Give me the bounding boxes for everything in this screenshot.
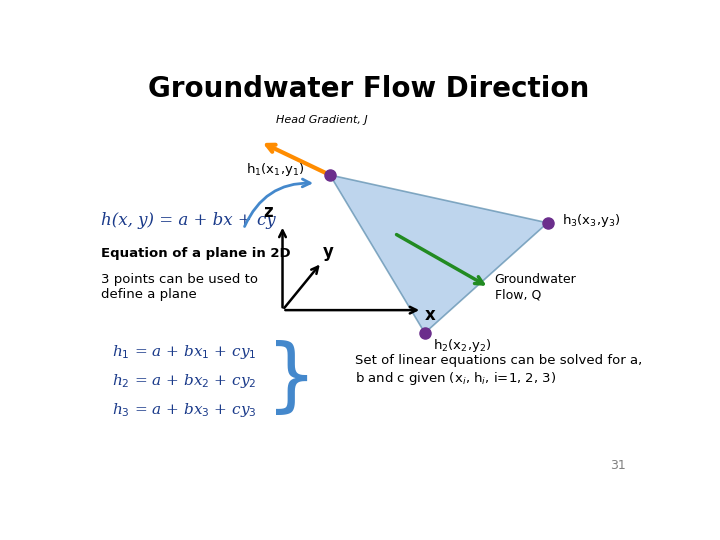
- Text: x: x: [425, 306, 436, 324]
- Text: h(x, y) = a + bx + cy: h(x, y) = a + bx + cy: [101, 212, 276, 229]
- Text: y: y: [323, 243, 334, 261]
- Text: Head Gradient, J: Head Gradient, J: [276, 115, 367, 125]
- Text: Groundwater
Flow, Q: Groundwater Flow, Q: [495, 273, 576, 301]
- Text: Groundwater Flow Direction: Groundwater Flow Direction: [148, 75, 590, 103]
- Text: 3 points can be used to
define a plane: 3 points can be used to define a plane: [101, 273, 258, 301]
- Text: }: }: [266, 340, 317, 418]
- Text: h$_2$ = a + bx$_2$ + cy$_2$: h$_2$ = a + bx$_2$ + cy$_2$: [112, 372, 257, 390]
- Text: Equation of a plane in 2D: Equation of a plane in 2D: [101, 247, 291, 260]
- Text: z: z: [264, 202, 273, 221]
- Text: h$_3$(x$_3$,y$_3$): h$_3$(x$_3$,y$_3$): [562, 212, 620, 229]
- Text: 31: 31: [610, 460, 626, 472]
- Text: h$_1$ = a + bx$_1$ + cy$_1$: h$_1$ = a + bx$_1$ + cy$_1$: [112, 343, 257, 361]
- Text: h$_1$(x$_1$,y$_1$): h$_1$(x$_1$,y$_1$): [246, 161, 305, 178]
- Text: Set of linear equations can be solved for a,
b and c given (x$_i$, h$_i$, i=1, 2: Set of linear equations can be solved fo…: [355, 354, 642, 387]
- Text: h$_3$ = a + bx$_3$ + cy$_3$: h$_3$ = a + bx$_3$ + cy$_3$: [112, 401, 257, 419]
- FancyArrowPatch shape: [245, 179, 310, 226]
- Polygon shape: [330, 175, 547, 333]
- Text: h$_2$(x$_2$,y$_2$): h$_2$(x$_2$,y$_2$): [433, 337, 492, 354]
